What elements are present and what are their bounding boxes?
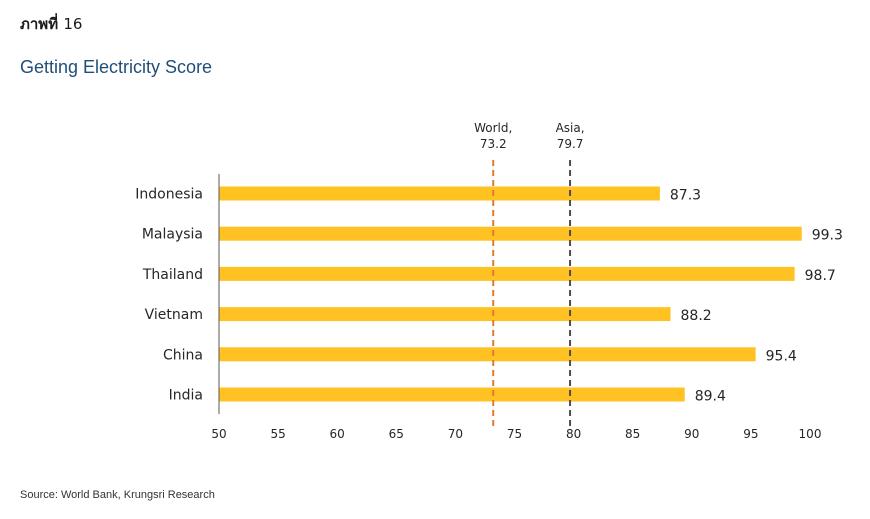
axis-group: 50 55 60 65 70 75 80 85 90 95 100 — [211, 174, 821, 441]
figure-label: ภาพที่ — [20, 15, 59, 33]
bar — [219, 307, 671, 322]
figure-number: ภาพที่ 16 — [20, 12, 82, 36]
category-label: India — [169, 388, 203, 404]
x-tick-label: 95 — [743, 427, 758, 441]
reference-line-value: 73.2 — [480, 137, 507, 151]
data-label: 87.3 — [670, 188, 701, 204]
x-tick-label: 80 — [566, 427, 581, 441]
data-label: 89.4 — [695, 389, 726, 405]
x-tick-label: 50 — [211, 427, 226, 441]
data-label: 98.7 — [805, 268, 836, 284]
x-tick-label: 70 — [448, 427, 463, 441]
x-tick-label: 100 — [799, 427, 822, 441]
reference-line-label: Asia, — [556, 121, 585, 135]
reference-lines-group: World, 73.2 Asia, 79.7 — [474, 121, 585, 426]
data-label: 99.3 — [812, 228, 843, 244]
bar — [219, 226, 802, 241]
x-tick-label: 75 — [507, 427, 522, 441]
bar — [219, 387, 685, 402]
x-tick-label: 85 — [625, 427, 640, 441]
category-label: Indonesia — [135, 187, 203, 203]
chart-title: Getting Electricity Score — [20, 57, 213, 77]
category-label: Malaysia — [142, 227, 203, 243]
category-label: Thailand — [142, 267, 203, 283]
labels-group: Indonesia 87.3 Malaysia 99.3 Thailand 98.7 Vie… — [135, 187, 843, 405]
data-label: 95.4 — [766, 348, 797, 364]
category-label: Vietnam — [145, 307, 203, 323]
category-label: China — [163, 347, 203, 363]
reference-line-value: 79.7 — [557, 137, 584, 151]
data-label: 88.2 — [681, 308, 712, 324]
bars-group — [219, 186, 802, 402]
x-tick-label: 55 — [270, 427, 285, 441]
x-tick-label: 65 — [389, 427, 404, 441]
source-note: Source: World Bank, Krungsri Research — [20, 489, 215, 501]
bar — [219, 347, 756, 362]
x-tick-label: 90 — [684, 427, 699, 441]
reference-line-label: World, — [474, 121, 512, 135]
x-tick-label: 60 — [330, 427, 345, 441]
bar — [219, 266, 795, 281]
bar — [219, 186, 660, 201]
figure-number-value: 16 — [63, 15, 83, 33]
